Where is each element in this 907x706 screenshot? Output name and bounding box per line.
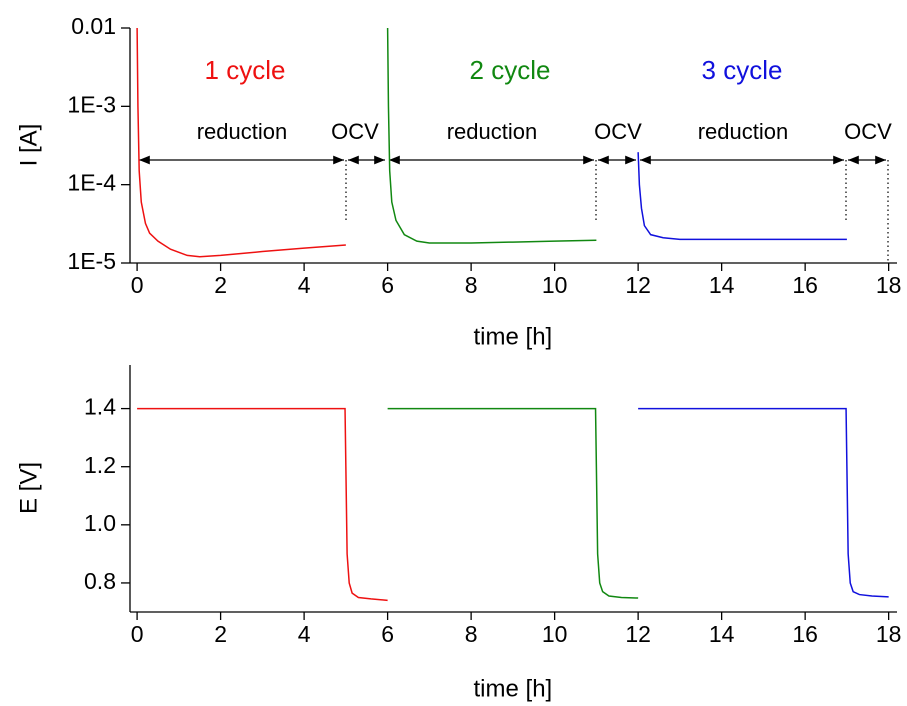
- x-axis-label: time [h]: [474, 323, 553, 350]
- x-tick-label: 8: [465, 621, 478, 647]
- annotation: OCV: [844, 119, 892, 144]
- y-tick-label: 0.01: [71, 13, 116, 39]
- data-line: [637, 152, 847, 241]
- y-tick-label: 0.8: [84, 568, 116, 594]
- x-tick-label: 12: [625, 621, 651, 647]
- annotation: reduction: [447, 119, 538, 144]
- y-tick-label: 1.2: [84, 452, 116, 478]
- x-tick-label: 14: [709, 272, 735, 298]
- x-tick-label: 2: [214, 621, 227, 647]
- x-tick-label: 12: [625, 272, 651, 298]
- x-tick-label: 10: [542, 621, 568, 647]
- annotation: reduction: [197, 119, 288, 144]
- data-line: [638, 407, 889, 598]
- x-tick-label: 6: [381, 272, 394, 298]
- data-line: [386, 27, 597, 244]
- annotation: OCV: [331, 119, 379, 144]
- data-line: [136, 27, 346, 258]
- annotation: OCV: [594, 119, 642, 144]
- series-label: 2 cycle: [470, 55, 551, 85]
- annotation: reduction: [698, 119, 789, 144]
- x-tick-label: 6: [381, 621, 394, 647]
- y-tick-label: 1E-3: [67, 91, 116, 117]
- x-tick-label: 16: [792, 272, 818, 298]
- x-tick-label: 2: [214, 272, 227, 298]
- x-tick-label: 18: [876, 621, 902, 647]
- x-tick-label: 14: [709, 621, 735, 647]
- x-tick-label: 10: [542, 272, 568, 298]
- y-tick-label: 1.0: [84, 510, 116, 536]
- x-tick-label: 18: [876, 272, 902, 298]
- series-label: 3 cycle: [702, 55, 783, 85]
- x-tick-label: 4: [298, 272, 311, 298]
- y-axis-label: I [A]: [15, 124, 42, 167]
- x-tick-label: 16: [792, 621, 818, 647]
- x-tick-label: 0: [131, 621, 144, 647]
- y-axis-label: E [V]: [15, 462, 42, 514]
- phase-arrows: [139, 155, 889, 263]
- data-line: [387, 407, 639, 599]
- data-line: [137, 407, 388, 602]
- x-tick-label: 0: [131, 272, 144, 298]
- series-label: 1 cycle: [205, 55, 286, 85]
- x-tick-label: 4: [298, 621, 311, 647]
- y-tick-label: 1.4: [84, 394, 116, 420]
- y-tick-label: 1E-5: [67, 248, 116, 274]
- y-tick-label: 1E-4: [67, 170, 116, 196]
- x-tick-label: 8: [465, 272, 478, 298]
- x-axis-label: time [h]: [474, 675, 553, 702]
